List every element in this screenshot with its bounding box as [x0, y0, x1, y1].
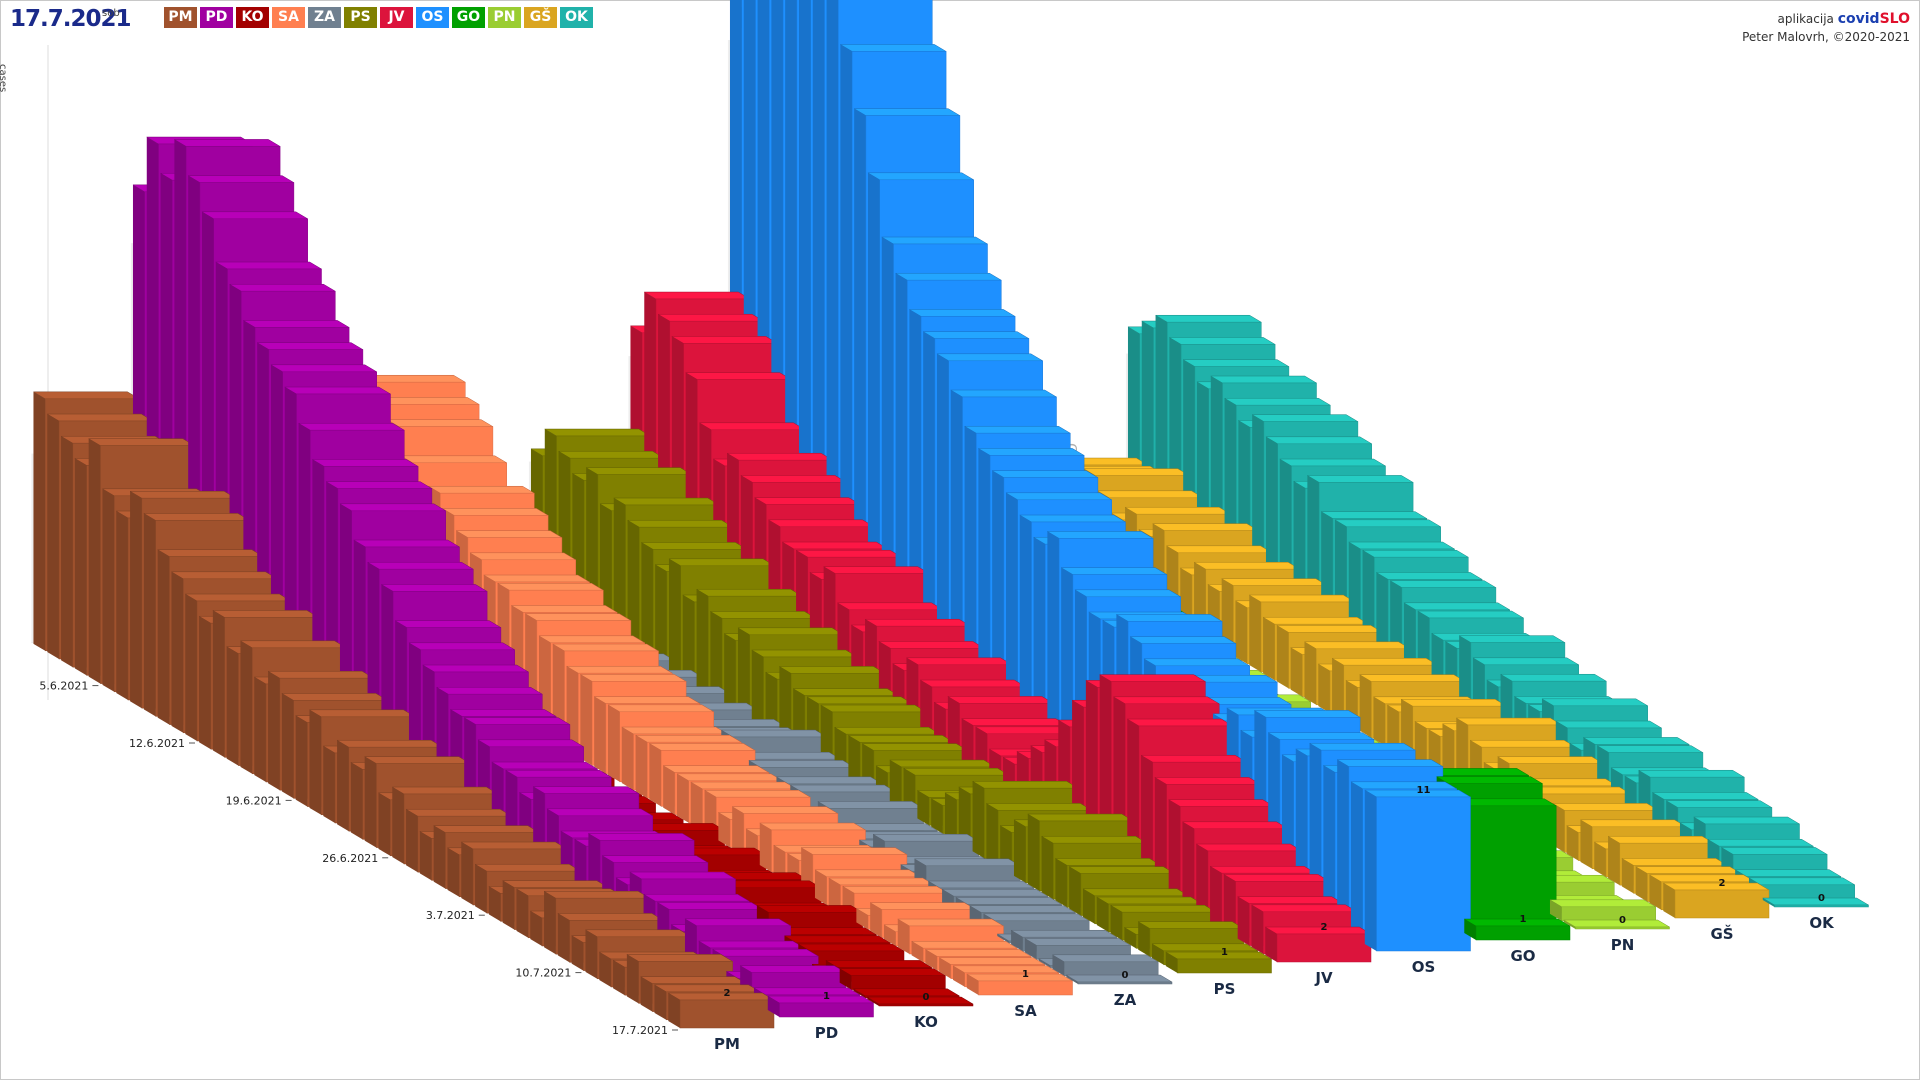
region-label-ko: KO — [914, 1013, 938, 1031]
bar-sa-17.7.2021 — [965, 973, 1074, 996]
legend-chip-ko[interactable]: KO — [236, 7, 269, 28]
latest-value-ko: 0 — [923, 992, 930, 1003]
bar-pn-17.7.2021 — [1562, 919, 1671, 930]
region-label-jv: JV — [1314, 969, 1333, 987]
day-of-week: sob — [102, 8, 120, 19]
bar-ko-17.7.2021 — [866, 996, 974, 1007]
legend-chip-jv[interactable]: JV — [380, 7, 413, 28]
latest-value-jv: 2 — [1321, 922, 1328, 933]
latest-value-gš: 2 — [1719, 878, 1726, 889]
bar-os-17.7.2021 — [1363, 789, 1472, 952]
region-label-ps: PS — [1214, 980, 1236, 998]
latest-value-ok: 0 — [1818, 893, 1825, 904]
app-prefix: aplikacija — [1777, 12, 1834, 26]
legend-chip-za[interactable]: ZA — [308, 7, 341, 28]
legend-chip-go[interactable]: GO — [452, 7, 485, 28]
date-tick-label: 3.7.2021 — [426, 909, 475, 922]
bar-go-17.7.2021 — [1463, 918, 1571, 941]
bar-za-16.7.2021 — [1051, 954, 1160, 977]
region-label-sa: SA — [1014, 1002, 1037, 1020]
app-title: aplikacija covidSLO — [1742, 10, 1910, 28]
latest-value-ps: 1 — [1221, 947, 1228, 958]
current-date: 17.7.2021 — [10, 6, 131, 32]
latest-value-go: 1 — [1520, 914, 1527, 925]
latest-value-pm: 2 — [724, 988, 731, 999]
region-legend: PM PD KO SA ZA PS JV OS GO PN GŠ OK — [164, 7, 593, 28]
latest-value-pn: 0 — [1619, 915, 1626, 926]
legend-chip-gš[interactable]: GŠ — [524, 7, 557, 28]
region-label-za: ZA — [1114, 991, 1137, 1009]
latest-value-za: 0 — [1122, 970, 1129, 981]
author-line: Peter Malovrh, ©2020-2021 — [1742, 30, 1910, 44]
bar-pd-17.7.2021 — [766, 995, 875, 1018]
bar-gš-17.7.2021 — [1662, 882, 1770, 919]
bar-za-17.7.2021 — [1065, 974, 1173, 985]
date-tick-label: 19.6.2021 — [226, 794, 282, 807]
bar-ko-16.7.2021 — [852, 988, 961, 999]
date-tick-label: 5.6.2021 — [39, 680, 88, 693]
latest-value-pd: 1 — [823, 991, 830, 1002]
bar-ps-17.7.2021 — [1164, 951, 1273, 974]
region-label-go: GO — [1510, 947, 1535, 965]
brand-slo[interactable]: SLO — [1879, 11, 1910, 27]
bar-ok-17.7.2021 — [1761, 897, 1870, 908]
brand-covid[interactable]: covid — [1837, 11, 1880, 27]
region-label-gš: GŠ — [1710, 924, 1733, 943]
legend-chip-ps[interactable]: PS — [344, 7, 377, 28]
bar-pn-16.7.2021 — [1549, 899, 1657, 922]
bar-ko-15.7.2021 — [838, 968, 947, 990]
latest-value-sa: 1 — [1022, 969, 1029, 980]
legend-chip-pn[interactable]: PN — [488, 7, 521, 28]
date-tick-label: 26.6.2021 — [322, 852, 378, 865]
bar-pm-17.7.2021 — [667, 992, 775, 1029]
date-tick-label: 12.6.2021 — [129, 737, 185, 750]
region-label-pm: PM — [714, 1035, 740, 1053]
legend-chip-pm[interactable]: PM — [164, 7, 197, 28]
legend-chip-ok[interactable]: OK — [560, 7, 593, 28]
region-label-pd: PD — [815, 1024, 838, 1042]
legend-chip-sa[interactable]: SA — [272, 7, 305, 28]
latest-value-os: 11 — [1417, 785, 1431, 796]
date-tick-label: 10.7.2021 — [515, 967, 571, 980]
bar-jv-17.7.2021 — [1264, 926, 1372, 963]
region-label-pn: PN — [1611, 936, 1635, 954]
region-label-ok: OK — [1809, 914, 1835, 932]
legend-chip-os[interactable]: OS — [416, 7, 449, 28]
region-label-os: OS — [1412, 958, 1436, 976]
app-credit: aplikacija covidSLO Peter Malovrh, ©2020… — [1742, 10, 1910, 46]
legend-chip-pd[interactable]: PD — [200, 7, 233, 28]
date-tick-label: 17.7.2021 — [612, 1024, 668, 1037]
